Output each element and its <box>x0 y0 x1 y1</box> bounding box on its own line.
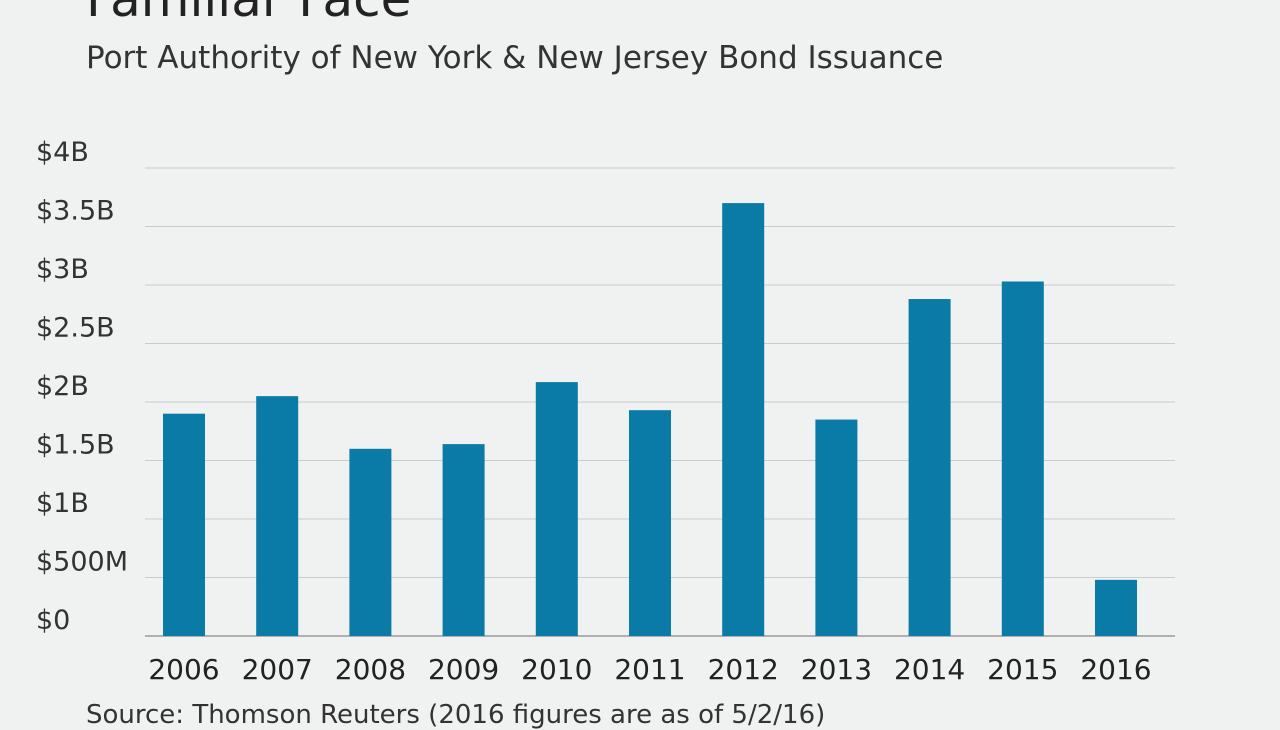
y-tick-label: $2.5B <box>36 313 115 344</box>
bar <box>256 396 299 636</box>
bar <box>1001 281 1044 636</box>
x-tick-label: 2008 <box>335 653 406 686</box>
bar <box>535 382 578 636</box>
y-tick-label: $1.5B <box>36 430 115 461</box>
bar <box>908 299 951 636</box>
chart-title: Familiar Face <box>86 0 411 28</box>
chart-subtitle: Port Authority of New York & New Jersey … <box>86 40 944 76</box>
y-tick-label: $0 <box>36 605 70 636</box>
x-tick-label: 2009 <box>428 653 499 686</box>
y-tick-label: $500M <box>36 547 128 578</box>
y-tick-label: $2B <box>36 371 89 402</box>
y-tick-label: $4B <box>36 137 89 168</box>
bar <box>1095 579 1137 636</box>
x-tick-label: 2014 <box>894 653 965 686</box>
bar <box>629 410 671 636</box>
bar <box>722 203 765 636</box>
x-tick-label: 2016 <box>1080 653 1151 686</box>
y-tick-label: $3B <box>36 254 89 285</box>
y-tick-label: $1B <box>36 488 89 519</box>
x-tick-label: 2012 <box>708 653 779 686</box>
x-tick-label: 2006 <box>148 653 219 686</box>
x-tick-label: 2010 <box>521 653 592 686</box>
x-tick-label: 2011 <box>614 653 685 686</box>
bar <box>163 413 205 636</box>
x-tick-label: 2013 <box>801 653 872 686</box>
y-tick-label: $3.5B <box>36 196 115 227</box>
x-tick-label: 2015 <box>987 653 1058 686</box>
source-note: Source: Thomson Reuters (2016 figures ar… <box>86 700 826 730</box>
bar <box>815 419 858 636</box>
x-tick-label: 2007 <box>242 653 313 686</box>
bar <box>349 448 392 636</box>
bar <box>442 444 485 636</box>
